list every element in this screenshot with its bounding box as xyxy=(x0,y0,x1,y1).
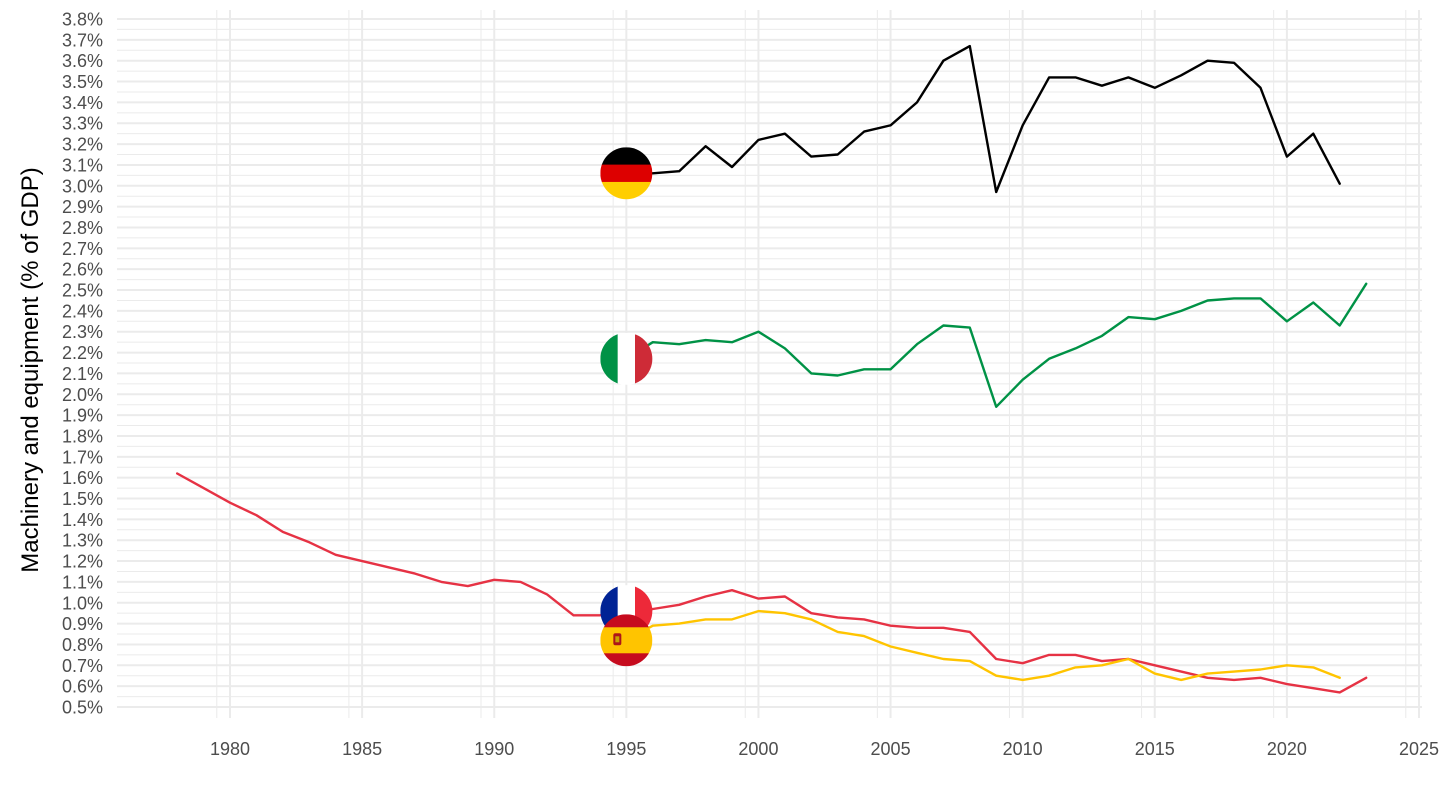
germany-series-line xyxy=(625,44,1341,194)
y-tick-label: 3.4% xyxy=(62,93,103,113)
x-tick-label: 2010 xyxy=(1003,739,1043,759)
y-tick-label: 3.1% xyxy=(62,155,103,175)
x-tick-label: 1980 xyxy=(210,739,250,759)
y-tick-label: 2.2% xyxy=(62,343,103,363)
y-tick-label: 0.9% xyxy=(62,614,103,634)
y-tick-label: 2.1% xyxy=(62,364,103,384)
germany-flag-icon xyxy=(600,147,653,200)
y-tick-label: 1.8% xyxy=(62,426,103,446)
spain-series-line xyxy=(625,609,1341,682)
x-tick-label: 2000 xyxy=(738,739,778,759)
y-tick-label: 3.6% xyxy=(62,51,103,71)
y-tick-label: 3.7% xyxy=(62,30,103,50)
y-tick-label: 2.3% xyxy=(62,322,103,342)
y-tick-label: 3.5% xyxy=(62,72,103,92)
series-lines xyxy=(175,44,1368,694)
y-tick-label: 3.8% xyxy=(62,10,103,30)
x-tick-label: 2025 xyxy=(1399,739,1439,759)
x-tick-label: 1985 xyxy=(342,739,382,759)
x-axis-tick-labels: 1980 1985 1990 1995 2000 2005 2010 2015 2020 2025 xyxy=(210,739,1439,759)
x-tick-label: 1990 xyxy=(474,739,514,759)
y-tick-label: 1.4% xyxy=(62,510,103,530)
y-axis-tick-labels: 0.5%0.6%0.7%0.8%0.9%1.0%1.1%1.2%1.3%1.4%… xyxy=(62,10,103,718)
france-series-line xyxy=(175,472,1368,694)
y-tick-label: 2.7% xyxy=(62,239,103,259)
x-tick-label: 2020 xyxy=(1267,739,1307,759)
y-tick-label: 1.3% xyxy=(62,531,103,551)
x-tick-label: 1995 xyxy=(606,739,646,759)
grid-lines xyxy=(117,10,1422,718)
y-tick-label: 0.8% xyxy=(62,635,103,655)
y-tick-label: 1.0% xyxy=(62,593,103,613)
italy-flag-icon xyxy=(600,332,653,385)
x-tick-label: 2005 xyxy=(871,739,911,759)
x-tick-label: 2015 xyxy=(1135,739,1175,759)
y-tick-label: 2.8% xyxy=(62,218,103,238)
y-tick-label: 3.2% xyxy=(62,135,103,155)
y-tick-label: 0.5% xyxy=(62,698,103,718)
y-tick-label: 0.6% xyxy=(62,677,103,697)
y-tick-label: 3.0% xyxy=(62,176,103,196)
y-tick-label: 1.2% xyxy=(62,552,103,572)
y-tick-label: 2.9% xyxy=(62,197,103,217)
y-tick-label: 2.4% xyxy=(62,301,103,321)
y-tick-label: 2.5% xyxy=(62,281,103,301)
y-tick-label: 2.0% xyxy=(62,385,103,405)
y-axis-title: Machinery and equipment (% of GDP) xyxy=(17,167,44,573)
y-tick-label: 1.6% xyxy=(62,468,103,488)
italy-series-line xyxy=(625,282,1368,408)
country-flag-markers xyxy=(600,147,653,667)
y-tick-label: 1.9% xyxy=(62,406,103,426)
y-tick-label: 3.3% xyxy=(62,114,103,134)
y-tick-label: 1.1% xyxy=(62,572,103,592)
y-tick-label: 1.7% xyxy=(62,447,103,467)
spain-flag-icon xyxy=(600,614,653,667)
y-tick-label: 1.5% xyxy=(62,489,103,509)
y-tick-label: 0.7% xyxy=(62,656,103,676)
y-tick-label: 2.6% xyxy=(62,260,103,280)
